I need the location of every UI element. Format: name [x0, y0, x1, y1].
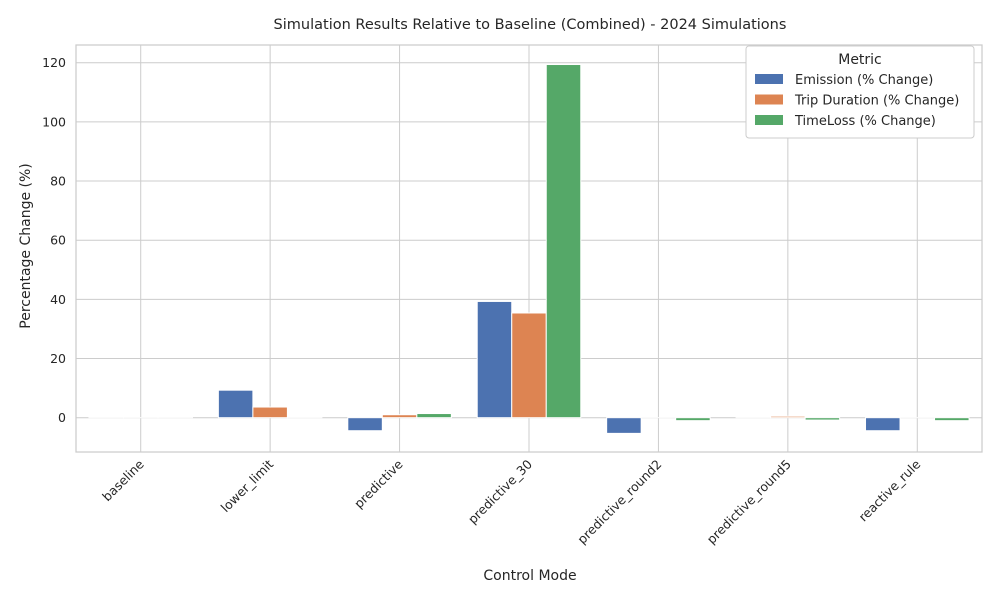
- legend-title: Metric: [838, 52, 882, 68]
- y-tick-label: 0: [58, 410, 66, 425]
- bar: [416, 413, 452, 419]
- y-tick-label: 80: [50, 174, 66, 189]
- legend-box: [745, 45, 975, 139]
- legend-swatch: [755, 94, 783, 105]
- legend-label: Emission (% Change): [795, 73, 933, 88]
- legend-label: TimeLoss (% Change): [794, 114, 936, 129]
- x-tick-label: predictive_30: [465, 456, 535, 526]
- grid-layer: [76, 45, 982, 452]
- bar: [804, 417, 841, 421]
- legend: Metric Emission (% Change) Trip Duration …: [745, 45, 975, 139]
- x-tick-label: predictive: [351, 456, 406, 511]
- bar: [770, 415, 806, 419]
- legend-swatch: [755, 115, 783, 125]
- x-tick-label: reactive_rule: [856, 456, 924, 524]
- bar: [252, 406, 288, 419]
- x-axis-title: Control Mode: [483, 568, 576, 584]
- bar: [606, 417, 642, 434]
- legend-items: Emission (% Change) Trip Duration (% Chan…: [755, 73, 959, 129]
- y-tick-labels: 0 20 40 60 80 100 120: [42, 55, 66, 425]
- y-axis-title: Percentage Change (%): [18, 163, 34, 328]
- bars-layer: [88, 64, 970, 434]
- x-tick-label: predictive_round2: [574, 457, 664, 547]
- bar: [217, 389, 254, 419]
- x-tick-label: baseline: [99, 456, 147, 504]
- bar: [476, 300, 513, 419]
- bar: [511, 312, 547, 419]
- y-tick-label: 20: [50, 351, 66, 366]
- x-tick-labels: baseline lower_limit predictive predictive_…: [99, 456, 923, 547]
- y-tick-label: 40: [50, 292, 66, 307]
- x-tick-label: lower_limit: [218, 456, 277, 515]
- legend-label: Trip Duration (% Change): [794, 94, 959, 109]
- bar: [381, 414, 418, 419]
- bar: [545, 64, 582, 419]
- bar: [934, 417, 970, 422]
- bar: [347, 417, 383, 432]
- y-tick-label: 60: [50, 233, 66, 248]
- y-tick-label: 100: [42, 114, 66, 129]
- legend-swatch: [755, 74, 783, 84]
- bar: [865, 417, 901, 432]
- x-tick-label: predictive_round5: [704, 457, 794, 547]
- y-tick-label: 120: [42, 55, 66, 70]
- chart-title: Simulation Results Relative to Baseline …: [274, 17, 787, 33]
- plot-frame: [75, 44, 983, 453]
- bar: [675, 417, 711, 422]
